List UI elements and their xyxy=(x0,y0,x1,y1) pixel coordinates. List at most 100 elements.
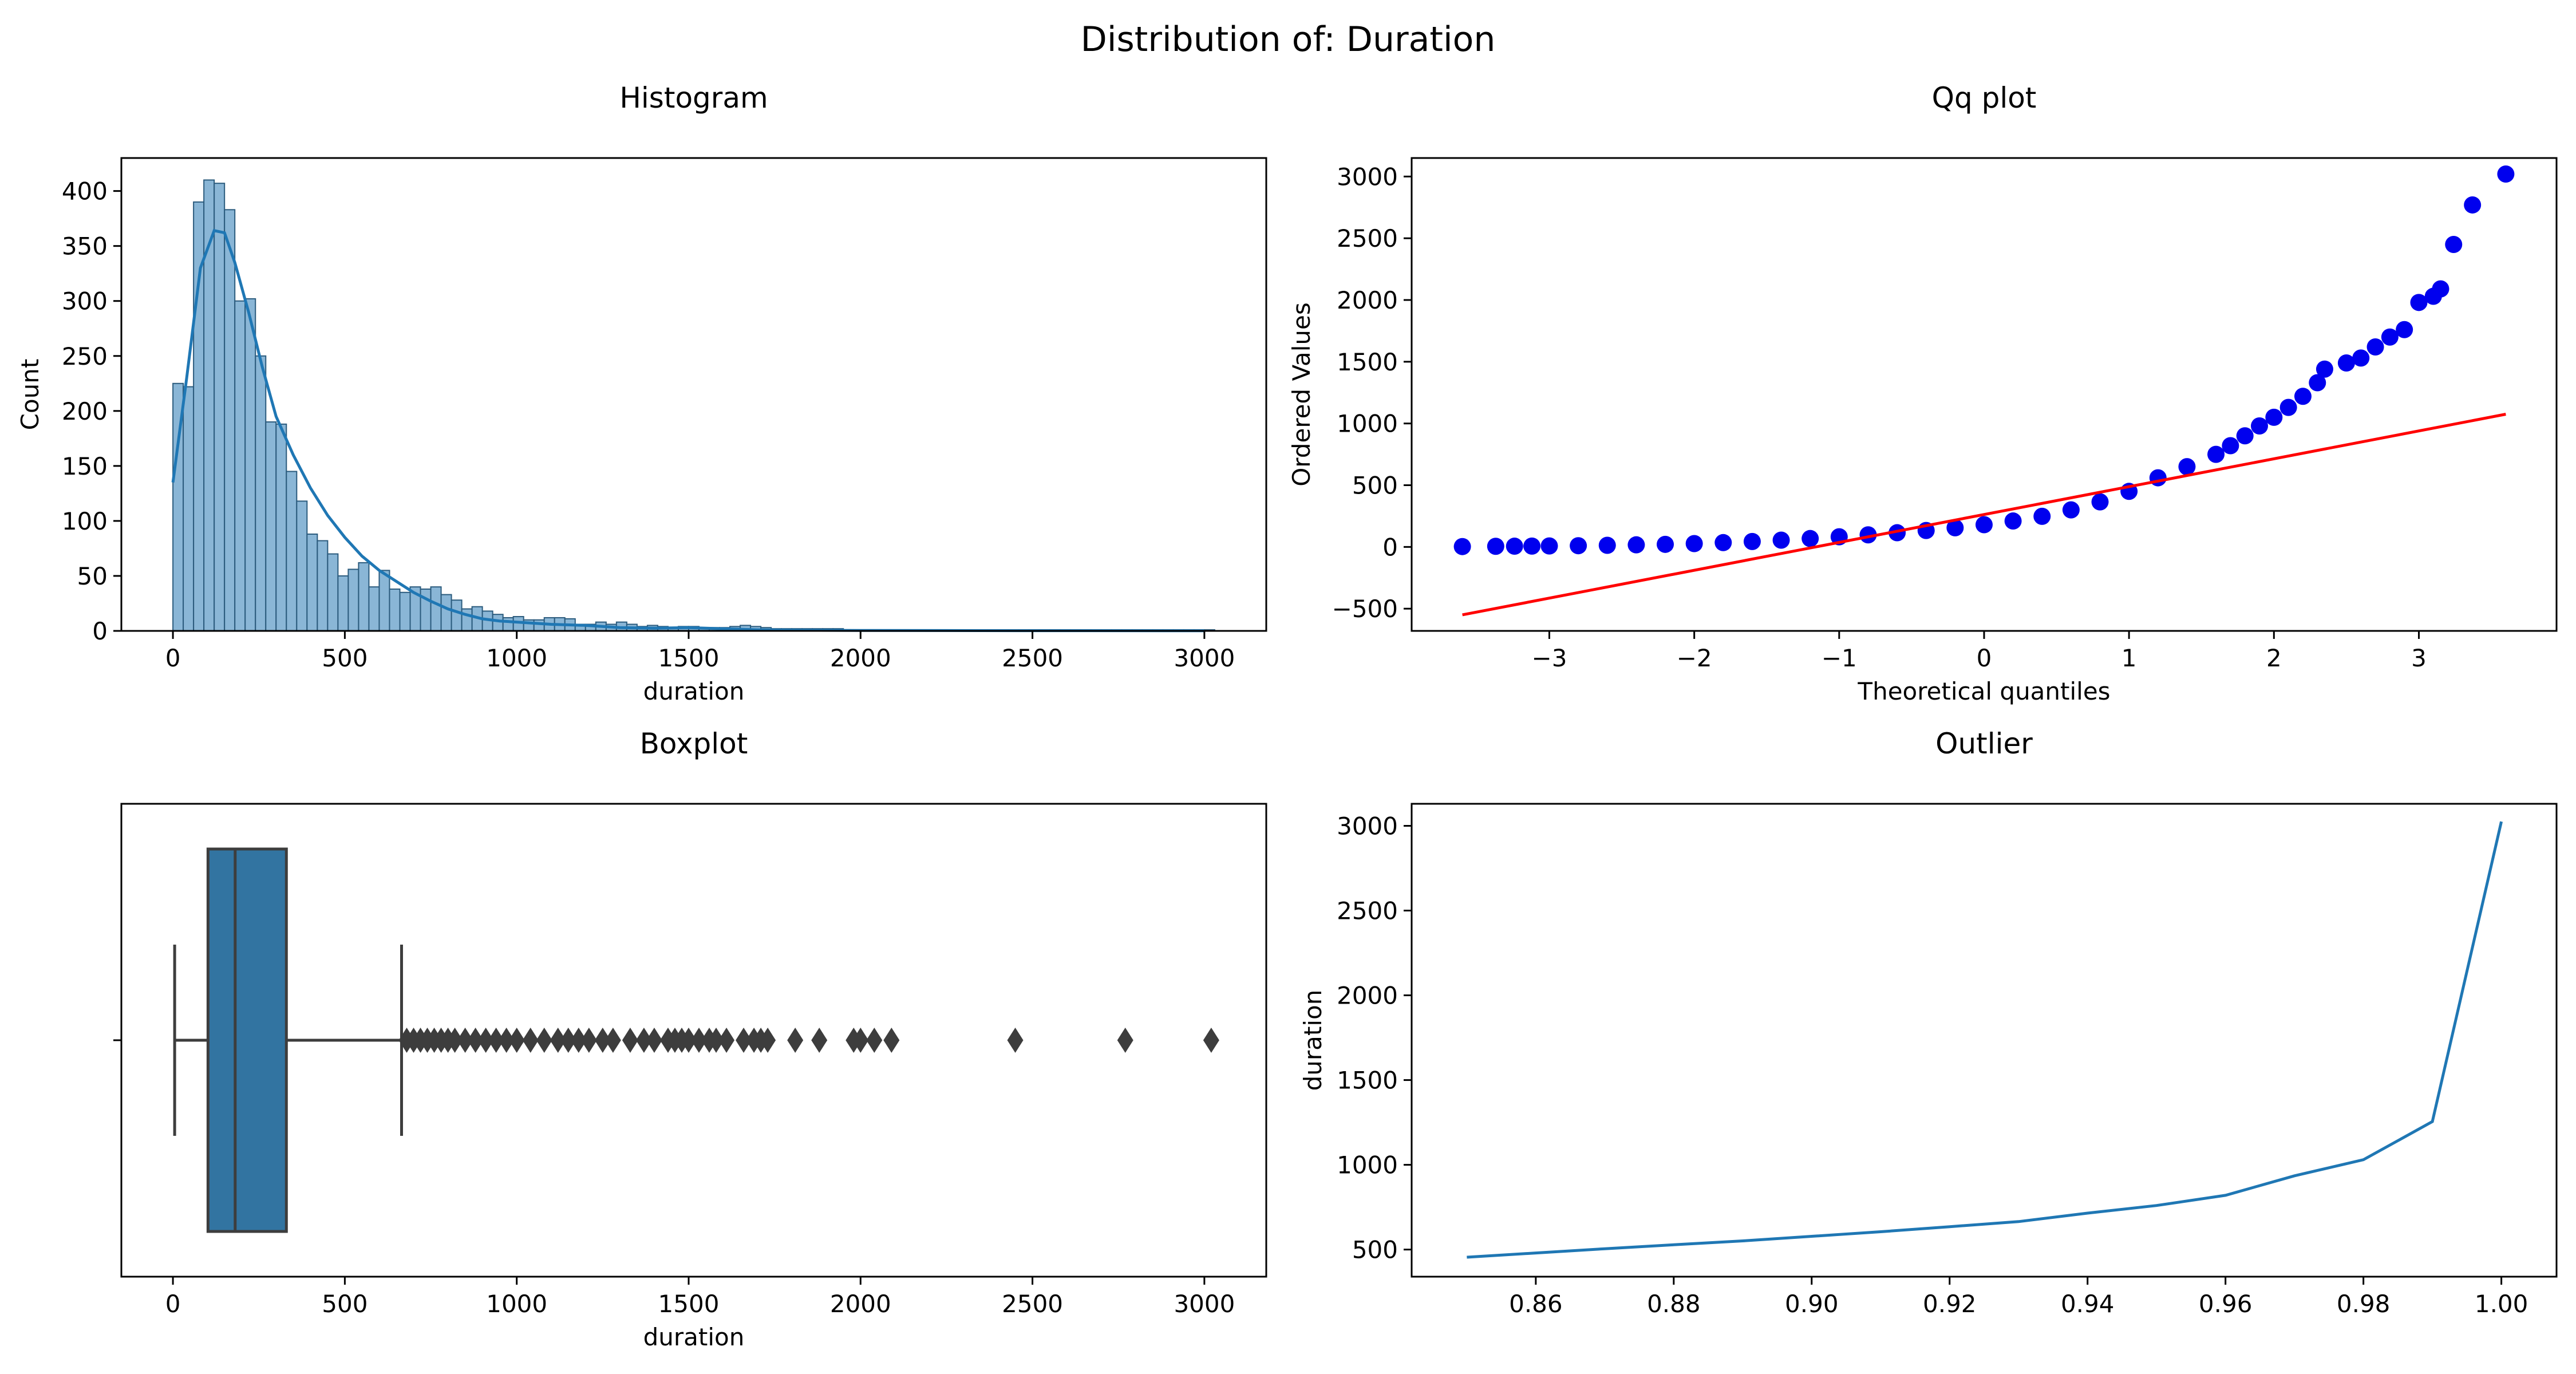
boxplot-xtick-label: 1000 xyxy=(486,1290,547,1318)
histogram-bar xyxy=(461,608,473,632)
histogram-bar xyxy=(440,594,452,631)
boxplot-outlier xyxy=(467,1028,484,1053)
outlier-xtick-label: 0.88 xyxy=(1647,1290,1701,1318)
boxplot-outlier xyxy=(680,1028,697,1053)
qq-point xyxy=(2236,427,2254,445)
outlier-chart: Outlier 0.86 0.88 0.90 0.92 0.94 0.96 0.98 1.00 5… xyxy=(1299,727,2558,1318)
histogram-ylabel: Count xyxy=(16,359,44,431)
histogram-xtick-label: 2500 xyxy=(1002,644,1063,672)
histogram-bar xyxy=(451,599,463,632)
outlier-title: Outlier xyxy=(1935,727,2033,760)
outlier-ytick-label: 500 xyxy=(1352,1236,1398,1264)
histogram-bar xyxy=(358,562,370,632)
qq-ytick-label: 1500 xyxy=(1337,348,1398,376)
qq-point xyxy=(1859,526,1877,544)
boxplot-outlier xyxy=(718,1028,735,1053)
histogram-bar xyxy=(502,617,514,632)
boxplot-xtick-label: 0 xyxy=(165,1290,181,1318)
qq-point xyxy=(2004,512,2022,530)
qq-point xyxy=(1685,535,1703,552)
histogram-xtick-label: 0 xyxy=(165,644,181,672)
histogram-bar xyxy=(306,533,318,631)
qq-point xyxy=(2265,408,2283,426)
boxplot-outlier xyxy=(580,1028,597,1053)
boxplot-outlier xyxy=(522,1028,539,1053)
boxplot-outlier xyxy=(760,1028,776,1053)
histogram-xtick-label: 3000 xyxy=(1174,644,1235,672)
histogram-ytick-label: 150 xyxy=(62,452,108,480)
qq-point xyxy=(2062,501,2080,519)
histogram-ytick-label: 350 xyxy=(62,232,108,260)
qq-point xyxy=(1976,516,1993,534)
qq-ytick-label: 2500 xyxy=(1337,224,1398,252)
boxplot-xtick-label: 2000 xyxy=(830,1290,891,1318)
histogram-bar xyxy=(214,183,226,631)
qq-xtick-label: −1 xyxy=(1822,644,1857,672)
histogram-bar xyxy=(317,540,329,631)
outlier-xtick-label: 0.86 xyxy=(1509,1290,1563,1318)
histogram-ytick-label: 200 xyxy=(62,397,108,425)
qq-point xyxy=(2316,360,2333,378)
qq-point xyxy=(1888,524,1906,542)
histogram-frame xyxy=(120,157,1267,632)
histogram-chart: Histogram 0 500 1000 1500 2000 2500 3000 0 50 100 1… xyxy=(16,81,1267,705)
boxplot-outlier xyxy=(691,1028,708,1053)
boxplot-outlier xyxy=(708,1028,725,1053)
qq-ytick-label: 500 xyxy=(1352,472,1398,500)
outlier-xtick-label: 0.92 xyxy=(1923,1290,1977,1318)
histogram-ytick-label: 50 xyxy=(77,562,108,590)
histogram-xtick-label: 1000 xyxy=(486,644,547,672)
qq-point xyxy=(2294,388,2312,405)
outlier-line xyxy=(1467,821,2503,1259)
histogram-bar xyxy=(430,586,442,632)
outlier-ytick-label: 3000 xyxy=(1337,812,1398,840)
histogram-title: Histogram xyxy=(619,81,768,114)
boxplot-outlier xyxy=(622,1028,638,1053)
qq-xtick-label: −2 xyxy=(1677,644,1712,672)
histogram-ytick-label: 300 xyxy=(62,287,108,315)
outlier-ytick-label: 1500 xyxy=(1337,1067,1398,1095)
histogram-bar xyxy=(265,421,277,631)
histogram-kde-line xyxy=(171,228,1204,633)
qq-title: Qq plot xyxy=(1932,81,2037,114)
qq-point xyxy=(1714,534,1732,551)
histogram-bar xyxy=(255,355,267,631)
boxplot-box xyxy=(206,847,288,1233)
histogram-ytick-label: 100 xyxy=(62,507,108,535)
histogram-bar xyxy=(368,586,380,632)
qq-point xyxy=(1540,537,1558,555)
outlier-xtick-label: 1.00 xyxy=(2475,1290,2528,1318)
boxplot-outlier xyxy=(605,1028,621,1053)
qq-point xyxy=(2497,165,2515,183)
boxplot-xtick-label: 3000 xyxy=(1174,1290,1235,1318)
qq-point xyxy=(2091,493,2109,511)
qq-xtick-label: 1 xyxy=(2121,644,2137,672)
histogram-bar xyxy=(399,591,411,632)
histogram-bar xyxy=(389,589,401,631)
qq-point xyxy=(2432,280,2449,298)
boxplot-outlier xyxy=(447,1028,463,1053)
outlier-frame xyxy=(1411,803,2558,1278)
qq-point xyxy=(1743,532,1761,550)
qq-point xyxy=(1946,519,1964,536)
histogram-ytick-label: 400 xyxy=(62,177,108,206)
qq-ytick-label: 2000 xyxy=(1337,286,1398,314)
qq-ytick-label: 1000 xyxy=(1337,410,1398,438)
qq-fit-line xyxy=(1462,413,2506,617)
qq-point xyxy=(2464,196,2482,214)
histogram-bar xyxy=(337,575,349,631)
histogram-bar xyxy=(244,298,256,631)
boxplot-outlier xyxy=(1007,1028,1024,1053)
qq-point xyxy=(1523,537,1541,555)
histogram-bar xyxy=(327,553,339,632)
boxplot-outlier xyxy=(866,1028,883,1053)
outlier-ylabel: duration xyxy=(1299,990,1327,1091)
boxplot-xtick-label: 500 xyxy=(322,1290,368,1318)
qq-point xyxy=(2410,294,2428,311)
qq-point xyxy=(1570,537,1587,555)
qq-point xyxy=(2149,469,2167,487)
qq-point xyxy=(1506,538,1523,555)
histogram-ytick-label: 250 xyxy=(62,342,108,370)
histogram-xtick-label: 2000 xyxy=(830,644,891,672)
